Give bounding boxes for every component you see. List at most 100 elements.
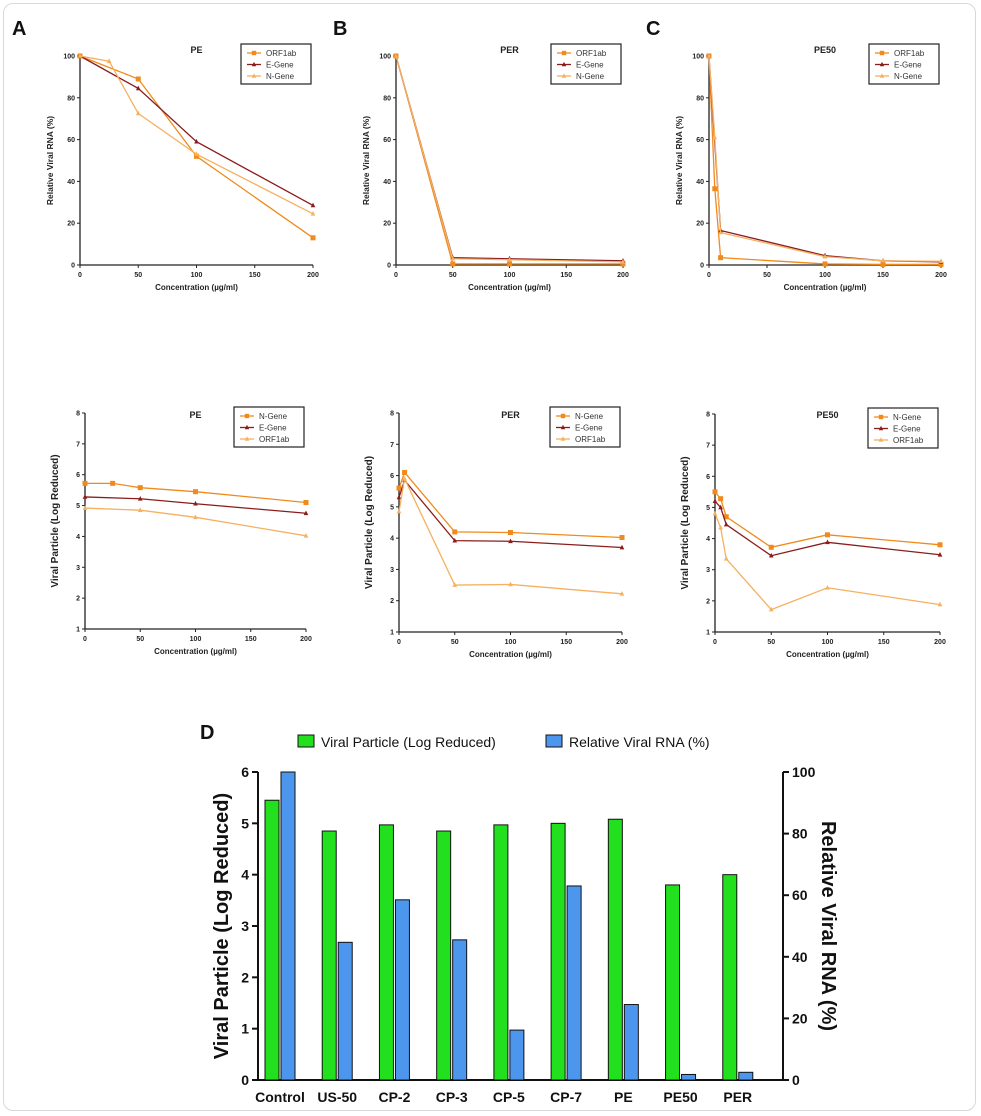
legend-swatch-blue [545,734,563,748]
x-axis-label: Concentration (µg/ml) [784,283,867,292]
data-point [452,582,458,587]
data-point [508,530,513,536]
y-axis-label: Relative Viral RNA (%) [361,116,371,205]
data-point [938,258,944,264]
y-tick-label: 20 [67,221,75,228]
y-axis-label: Viral Particle (Log Reduced) [211,793,233,1059]
category-label: CP-5 [493,1089,525,1105]
legend-marker [244,424,250,430]
line-chart-5: PER 0 50 100 150 200 1 2 3 4 5 6 7 8 Concentration (µg… [364,406,628,659]
y-tick-label: 3 [706,567,710,574]
data-point [194,138,199,144]
series-line [395,55,624,262]
category-label: CP-2 [378,1089,410,1105]
y-tick-label: 100 [63,54,75,61]
data-point [723,514,729,520]
y-tick-label: 0 [241,1072,249,1088]
y-tick-label: 20 [696,221,704,228]
series-line [708,55,942,262]
bar-viral-particle [493,824,509,1081]
legend-marker [878,414,884,420]
chart-title: PER [500,45,519,55]
y-tick-label: 5 [76,503,80,510]
legend-label: N-Gene [576,72,605,81]
series-e-gene [706,53,944,264]
data-point [718,496,724,502]
x-tick-label: 50 [451,639,459,646]
data-point [937,551,943,557]
series-line [714,491,941,548]
data-point [718,255,724,261]
y-tick-label: 2 [390,598,394,605]
y2-tick-label: 0 [792,1072,800,1088]
data-point [310,210,316,216]
y-tick-label: 40 [67,179,75,186]
y-tick-label: 5 [241,815,249,831]
y-tick-label: 60 [383,137,391,144]
data-point [712,510,718,516]
x-tick-label: 50 [134,272,142,279]
data-point [193,489,198,495]
legend-swatch-green [297,734,315,748]
data-point [194,151,199,157]
series-orf1ab [712,510,943,612]
data-point [937,542,943,548]
data-point [768,552,774,558]
x-tick-label: 150 [877,272,889,279]
legend-marker [560,413,566,419]
bar-viral-particle [607,818,623,1081]
legend-marker [879,50,885,56]
series-e-gene [82,494,309,516]
legend-label: Viral Particle (Log Reduced) [321,734,496,750]
bar-viral-particle [550,822,566,1081]
x-tick-label: 200 [307,272,319,279]
x-tick-label: 0 [707,272,711,279]
category-label: Control [255,1089,305,1105]
data-point [135,76,141,82]
bar-relative-rna [452,939,468,1081]
bar-viral-particle [436,830,452,1081]
legend-label: E-Gene [266,61,294,70]
line-chart-2: PER 0 50 100 150 200 0 20 40 60 80 100 Concentration… [361,43,629,292]
data-point [402,469,408,475]
chart-title: PE [190,45,202,55]
x-tick-label: 50 [763,272,771,279]
y-tick-label: 1 [390,630,394,637]
y-tick-label: 80 [67,95,75,102]
legend-label: N-Gene [575,412,604,421]
legend-label: E-Gene [893,425,921,434]
y2-tick-label: 100 [792,764,816,780]
y-tick-label: 2 [706,598,710,605]
series-n-gene [393,53,626,264]
data-point [938,261,944,267]
data-point [825,532,830,538]
y-tick-label: 100 [379,54,391,61]
data-point [106,58,112,64]
x-tick-label: 150 [560,639,572,646]
panel-letter-c: C [646,18,661,40]
bar-viral-particle [321,830,337,1081]
x-tick-label: 200 [934,639,946,646]
x-tick-label: 0 [713,639,717,646]
x-tick-label: 50 [767,639,775,646]
x-tick-label: 100 [191,272,203,279]
y-tick-label: 60 [696,137,704,144]
x-tick-label: 0 [83,636,87,643]
y-tick-label: 8 [706,412,710,419]
data-point [82,480,88,486]
y-tick-label: 60 [67,137,75,144]
series-line [395,55,624,263]
x-tick-label: 150 [560,272,572,279]
data-point [194,153,199,159]
series-line [79,55,314,239]
legend-label: ORF1ab [259,435,290,444]
data-point [822,261,828,267]
data-point [822,253,828,259]
x-tick-label: 200 [300,636,312,643]
y-tick-label: 5 [706,505,710,512]
x-tick-label: 200 [935,272,947,279]
data-point [137,507,143,512]
series-n-gene [712,489,943,550]
data-point [82,494,88,499]
